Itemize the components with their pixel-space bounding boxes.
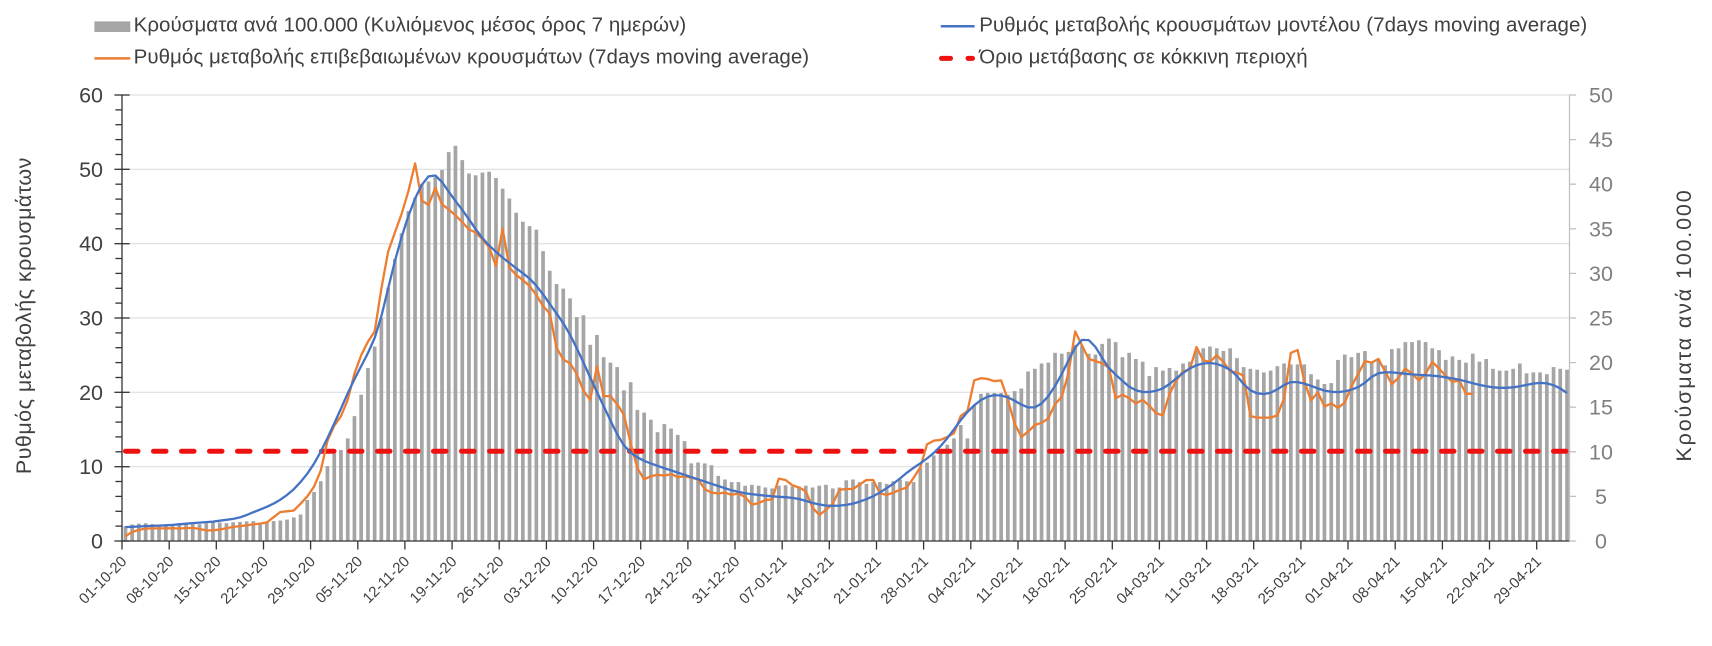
svg-text:5: 5 <box>1595 485 1607 509</box>
svg-text:Ρυθμός μεταβολής επιβεβαιωμένω: Ρυθμός μεταβολής επιβεβαιωμένων κρουσμάτ… <box>134 45 810 68</box>
svg-text:Κρούσματα ανά 100.000: Κρούσματα ανά 100.000 <box>1672 188 1696 461</box>
svg-text:10: 10 <box>1589 440 1613 464</box>
svg-text:50: 50 <box>1589 84 1613 108</box>
svg-text:20: 20 <box>79 381 103 405</box>
svg-text:60: 60 <box>79 84 103 108</box>
svg-text:35: 35 <box>1589 217 1613 241</box>
svg-text:0: 0 <box>91 530 103 554</box>
svg-text:10: 10 <box>79 455 103 479</box>
svg-text:Ρυθμός μεταβολής κρουσμάτων μο: Ρυθμός μεταβολής κρουσμάτων μοντέλου (7d… <box>979 14 1587 37</box>
svg-text:30: 30 <box>1589 262 1613 286</box>
svg-text:0: 0 <box>1595 530 1607 554</box>
svg-text:20: 20 <box>1589 351 1613 375</box>
svg-text:Κρούσματα ανά 100.000 (Κυλιόμε: Κρούσματα ανά 100.000 (Κυλιόμενος μέσος … <box>134 14 687 37</box>
svg-text:50: 50 <box>79 158 103 182</box>
svg-text:25: 25 <box>1589 307 1613 331</box>
svg-text:40: 40 <box>79 232 103 256</box>
svg-text:45: 45 <box>1589 128 1613 152</box>
svg-text:15: 15 <box>1589 396 1613 420</box>
svg-text:30: 30 <box>79 307 103 331</box>
svg-text:Όριο μετάβασης σε κόκκινη περι: Όριο μετάβασης σε κόκκινη περιοχή <box>978 45 1308 68</box>
svg-text:40: 40 <box>1589 173 1613 197</box>
svg-text:Ρυθμός μεταβολής κρουσμάτων: Ρυθμός μεταβολής κρουσμάτων <box>12 157 36 474</box>
